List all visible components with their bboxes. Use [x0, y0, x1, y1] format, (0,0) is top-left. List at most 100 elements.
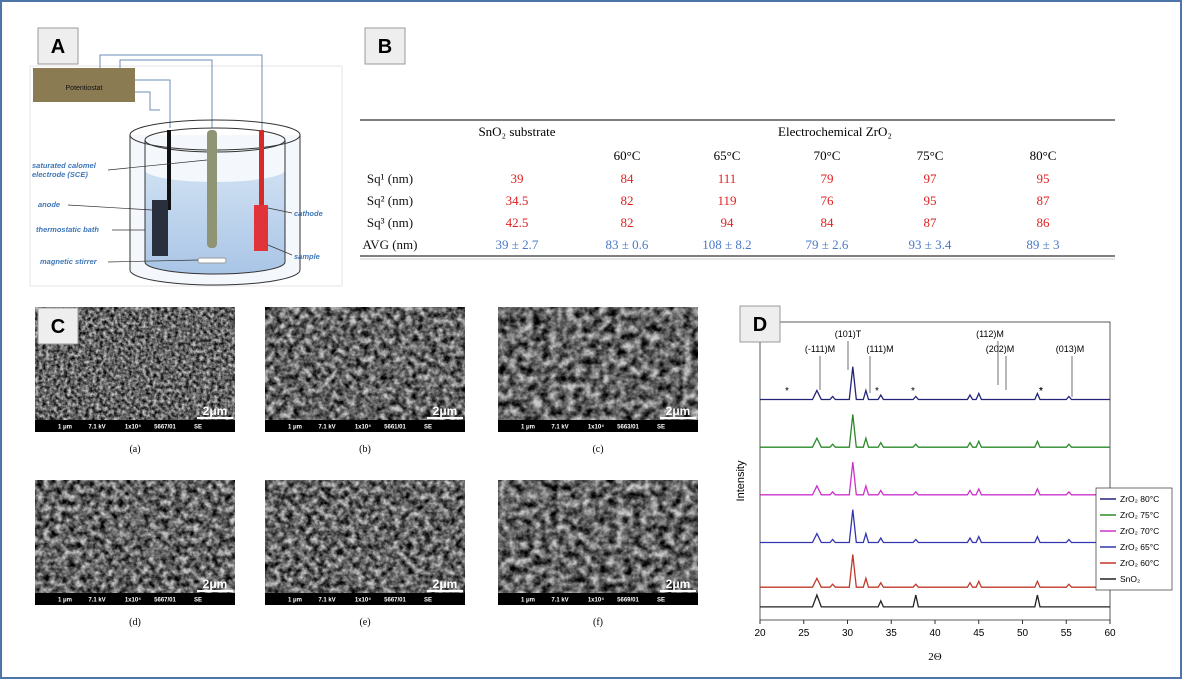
column-header: 80°C: [1030, 148, 1057, 163]
cell: 82: [621, 215, 634, 230]
info-text: 1 μm: [288, 425, 302, 431]
leader: [267, 244, 293, 256]
series-line: [760, 509, 1110, 544]
panel-label-box: [739, 305, 781, 343]
cell: 83 ± 0.6: [606, 237, 649, 252]
peak-annotation: (-111)M: [805, 344, 835, 354]
peak-annotation: (013)M: [1056, 344, 1085, 354]
series-line: [760, 593, 1110, 608]
info-text: 7.1 kV: [318, 425, 335, 431]
info-text: SE: [657, 598, 665, 604]
peak-marker: *: [1039, 386, 1043, 397]
column-header: 75°C: [917, 148, 944, 163]
legend-label: ZrO₂ 65°C: [1120, 542, 1159, 552]
diagram-label: anode: [38, 200, 60, 209]
panel-label-box: [37, 307, 79, 345]
cell: 76: [821, 193, 835, 208]
plot-frame: [759, 321, 1111, 621]
cell: 111: [718, 171, 737, 186]
group-header: SnO₂ substrate: [478, 124, 555, 139]
diagram-label: saturated calomel: [32, 161, 97, 170]
scale-label: 2μm: [666, 577, 691, 591]
sem-image: [265, 307, 465, 432]
cell: 119: [717, 193, 736, 208]
peak-marker: *: [911, 386, 915, 397]
caption: (c): [592, 444, 603, 455]
info-text: 1x10⁴: [588, 425, 604, 431]
info-text: SE: [194, 425, 202, 431]
series-line: [760, 414, 1110, 448]
info-text: 7.1 kV: [551, 425, 568, 431]
cathode-plate: [254, 205, 268, 251]
diagram-label: sample: [294, 252, 320, 261]
info-text: 1 μm: [521, 425, 535, 431]
panel-label: D: [753, 314, 767, 336]
info-text: SE: [194, 598, 202, 604]
peak-annotation: (101)T: [835, 329, 862, 339]
wire: [135, 91, 160, 111]
peak-marker: *: [1039, 386, 1043, 397]
cell: 87: [924, 215, 938, 230]
info-bar: [265, 593, 465, 605]
series-line: [760, 554, 1110, 588]
caption: (e): [359, 617, 370, 628]
cell: 86: [1037, 215, 1051, 230]
peak-annotation: (112)M: [976, 329, 1004, 339]
peak-annotation: (111)M: [866, 344, 893, 354]
wire: [99, 54, 263, 130]
caption: (d): [129, 617, 141, 628]
panel-label-box: [37, 27, 79, 65]
y-axis-label: Intensity: [735, 460, 747, 501]
row-label: Sq² (nm): [367, 193, 413, 208]
info-text: SE: [657, 425, 665, 431]
info-text: 5667/01: [154, 425, 176, 431]
cell: 79 ± 2.6: [806, 237, 849, 252]
caption: (b): [359, 444, 371, 455]
cell: 89 ± 3: [1026, 237, 1059, 252]
peak-marker: *: [875, 386, 879, 397]
x-tick-label: 55: [1061, 628, 1073, 639]
leader: [107, 159, 208, 171]
cathode-rod: [259, 130, 264, 215]
caption: (a): [129, 444, 140, 455]
xrd-chart: 20 25 30 35 40 45 50 55 60 2Θ Intensity (101)T(-111…: [735, 321, 1173, 663]
panel-label: A: [51, 36, 65, 58]
diagram-label: cathode: [294, 209, 323, 218]
info-text: 7.1 kV: [551, 598, 568, 604]
x-tick-label: 25: [798, 628, 810, 639]
row-label: AVG (nm): [362, 237, 417, 252]
wire: [119, 59, 213, 128]
info-text: 5669/01: [617, 598, 639, 604]
peak-annotation: (202)M: [986, 344, 1015, 354]
x-tick-label: 20: [754, 628, 766, 639]
info-text: 1x10⁴: [125, 425, 141, 431]
cell: 95: [924, 193, 937, 208]
info-text: 7.1 kV: [88, 425, 105, 431]
caption: (f): [593, 617, 603, 628]
info-text: 1 μm: [288, 598, 302, 604]
cell: 39: [511, 171, 524, 186]
info-text: 5661/01: [384, 425, 406, 431]
column-header: 70°C: [814, 148, 841, 163]
panel-label-box: [364, 27, 406, 65]
x-tick-label: 45: [973, 628, 985, 639]
row-label: Sq³ (nm): [367, 215, 413, 230]
scale-label: 2μm: [203, 577, 228, 591]
info-text: 5667/01: [154, 598, 176, 604]
wire: [135, 79, 171, 128]
scale-label: 2μm: [203, 404, 228, 418]
info-text: 1x10⁴: [355, 425, 371, 431]
scale-label: 2μm: [666, 404, 691, 418]
x-axis-label: 2Θ: [928, 651, 942, 663]
potentiostat-box: [33, 68, 135, 102]
info-text: 7.1 kV: [318, 598, 335, 604]
x-tick-label: 60: [1104, 628, 1116, 639]
leader: [107, 259, 199, 263]
cell: 39 ± 2.7: [496, 237, 539, 252]
cell: 84: [621, 171, 635, 186]
cell: 34.5: [506, 193, 529, 208]
panel-label: B: [378, 36, 392, 58]
anode-plate: [152, 200, 168, 256]
